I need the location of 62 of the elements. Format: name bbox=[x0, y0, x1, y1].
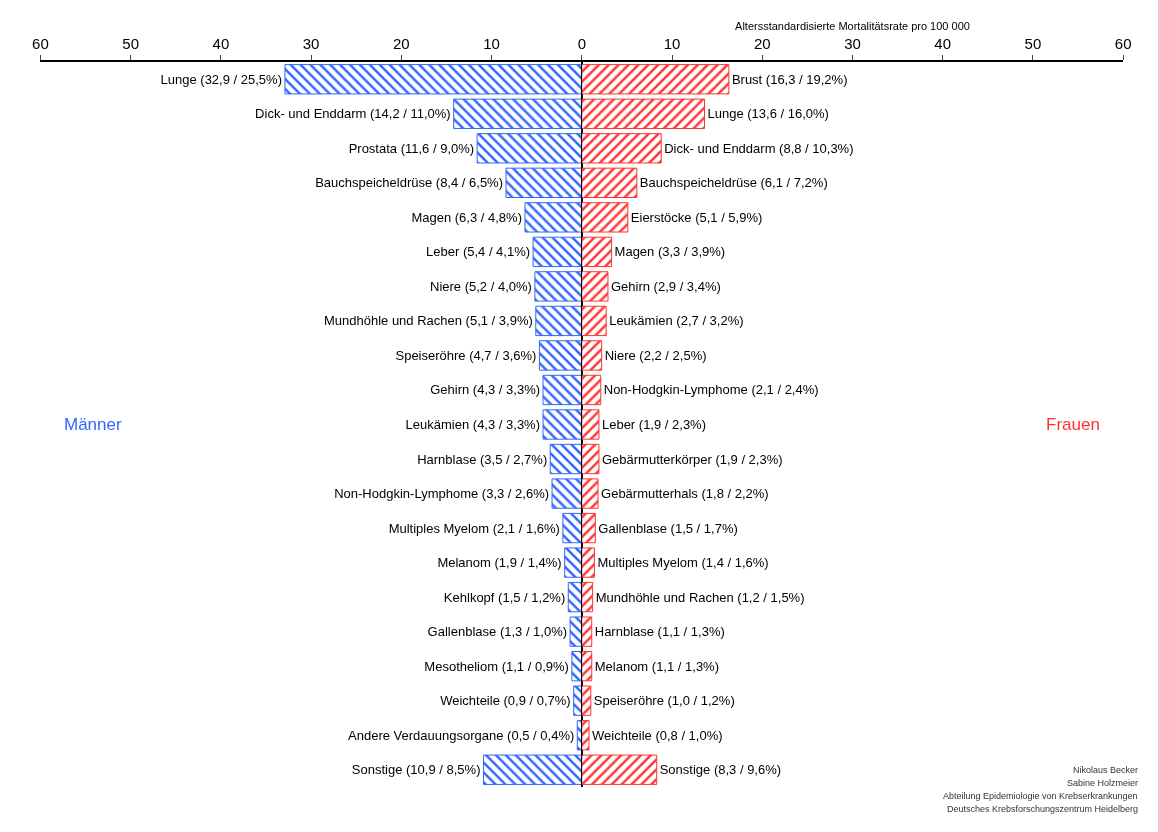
category-label: Leber (1,9 / 2,3%) bbox=[601, 417, 707, 432]
category-label: Leukämien (2,7 / 3,2%) bbox=[609, 313, 744, 329]
annotation: Sabine Holzmeier bbox=[1067, 778, 1139, 788]
category-label: Bauchspeicheldrüse (8,4 / 6,5%) bbox=[315, 175, 504, 191]
category-label: Multiples Myelom (1,4 / 1,6%) bbox=[597, 555, 769, 571]
x-tick-label: 40 bbox=[212, 35, 230, 53]
x-tick-label: 50 bbox=[122, 35, 140, 53]
category-label: Speiseröhre (1,0 / 1,2%) bbox=[593, 693, 735, 709]
x-tick-label: 60 bbox=[32, 35, 49, 53]
text: Deutsches Krebsforschungszentrum Heidelberg bbox=[947, 804, 1139, 814]
category-label: Gehirn (4,3 / 3,3%) bbox=[430, 382, 541, 398]
category-label: Magen (6,3 / 4,8%) bbox=[411, 209, 522, 225]
category-label: Melanom (1,1 / 1,3%) bbox=[594, 658, 720, 674]
annotation: Nikolaus Becker bbox=[1073, 765, 1139, 775]
category-label: Non-Hodgkin-Lymphome (3,3 / 2,6%) bbox=[334, 486, 550, 502]
x-tick-label: 10 bbox=[663, 35, 681, 53]
category-label: Magen (3,3 / 3,9%) bbox=[614, 244, 726, 260]
text: Abteilung Epidemiologie von Krebserkrankungen bbox=[943, 791, 1138, 801]
category-label: Gebärmutterkörper (1,9 / 2,3%) bbox=[601, 451, 783, 467]
category-label: Weichteile (0,9 / 0,7%) bbox=[440, 693, 571, 709]
category-label: Gallenblase (1,5 / 1,7%) bbox=[598, 520, 738, 536]
category-label: Mundhöhle und Rachen (5,1 / 3,9%) bbox=[323, 313, 533, 329]
x-tick-label: 50 bbox=[1024, 35, 1042, 53]
category-label: Eierstöcke (5,1 / 5,9%) bbox=[630, 209, 763, 225]
x-tick-label: 0 bbox=[577, 35, 586, 53]
x-tick-label: 60 bbox=[1114, 35, 1132, 53]
category-label: Mesotheliom (1,1 / 0,9%) bbox=[424, 658, 569, 674]
category-label: Niere (2,2 / 2,5%) bbox=[604, 347, 707, 363]
x-tick-label: 10 bbox=[483, 35, 500, 53]
x-tick-label: 20 bbox=[393, 35, 410, 53]
x-tick-label: 30 bbox=[844, 35, 861, 53]
category-label: Dick- und Enddarm (8,8 / 10,3%) bbox=[664, 140, 854, 156]
category-label: Prostata (11,6 / 9,0%) bbox=[348, 140, 475, 156]
category-label: Dick- und Enddarm (14,2 / 11,0%) bbox=[255, 106, 451, 122]
category-label: Gallenblase (1,3 / 1,0%) bbox=[427, 624, 568, 640]
x-axis-title: Altersstandardisierte Mortalitätsrate pro 100 000 bbox=[735, 20, 970, 33]
category-label: Harnblase (1,1 / 1,3%) bbox=[594, 624, 725, 640]
category-label: Lunge (13,6 / 16,0%) bbox=[707, 106, 829, 122]
category-label: Multiples Myelom (2,1 / 1,6%) bbox=[388, 520, 560, 536]
text: Frauen bbox=[1046, 415, 1100, 434]
x-tick-label: 40 bbox=[934, 35, 952, 53]
category-label: Sonstige (8,3 / 9,6%) bbox=[659, 762, 782, 778]
category-label: Melanom (1,9 / 1,4%) bbox=[437, 555, 562, 571]
text: Männer bbox=[64, 415, 122, 434]
category-label: Weichteile (0,8 / 1,0%) bbox=[592, 727, 723, 743]
category-label: Speiseröhre (4,7 / 3,6%) bbox=[395, 347, 537, 363]
category-label: Andere Verdauungsorgane (0,5 / 0,4%) bbox=[348, 727, 575, 743]
category-label: Non-Hodgkin-Lymphome (2,1 / 2,4%) bbox=[603, 382, 819, 398]
category-label: Leber (5,4 / 4,1%) bbox=[426, 244, 531, 260]
category-label: Mundhöhle und Rachen (1,2 / 1,5%) bbox=[595, 589, 805, 605]
category-label: Gehirn (2,9 / 3,4%) bbox=[610, 278, 721, 294]
category-label: Gebärmutterhals (1,8 / 2,2%) bbox=[601, 486, 769, 502]
x-tick-label: 20 bbox=[753, 35, 771, 53]
x-tick-label: 30 bbox=[302, 35, 320, 53]
category-label: Leukämien (4,3 / 3,3%) bbox=[405, 417, 541, 432]
category-label: Lunge (32,9 / 25,5%) bbox=[160, 71, 282, 87]
category-label: Sonstige (10,9 / 8,5%) bbox=[351, 762, 481, 778]
category-label: Kehlkopf (1,5 / 1,2%) bbox=[443, 589, 566, 605]
category-label: Bauchspeicheldrüse (6,1 / 7,2%) bbox=[639, 175, 828, 191]
category-label: Brust (16,3 / 19,2%) bbox=[731, 71, 848, 87]
category-label: Harnblase (3,5 / 2,7%) bbox=[417, 451, 548, 467]
category-label: Niere (5,2 / 4,0%) bbox=[430, 278, 532, 294]
